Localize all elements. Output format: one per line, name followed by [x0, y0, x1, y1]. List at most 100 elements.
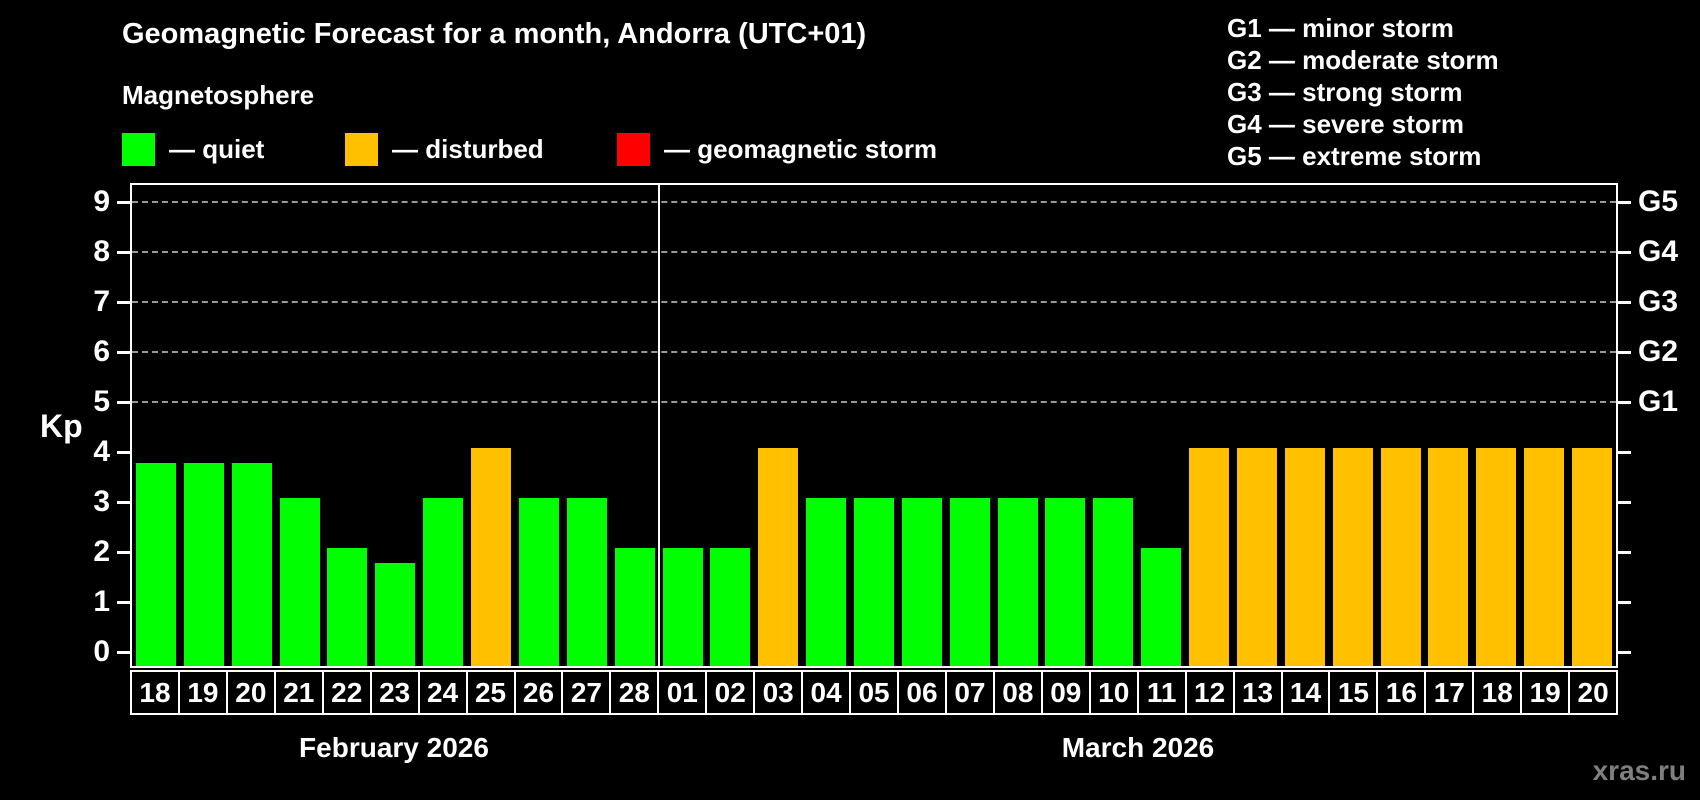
y-axis-label-3: 3	[93, 485, 110, 518]
kp-bar-day-22	[327, 548, 367, 666]
g4-legend-line: G4 — severe storm	[1227, 109, 1465, 139]
kp-bar-day-10	[1093, 498, 1133, 666]
day-cell-21: 21	[276, 672, 324, 713]
y-axis-label-7: 7	[93, 285, 110, 318]
month-separator-line	[658, 185, 660, 666]
day-cell-06: 06	[899, 672, 947, 713]
y-axis-label-2: 2	[93, 535, 110, 568]
kp-bar-day-27	[567, 498, 607, 666]
y-axis-label-8: 8	[93, 235, 110, 268]
right-tick-kp-2	[1618, 551, 1631, 554]
day-cell-23: 23	[372, 672, 420, 713]
kp-bar-day-02	[710, 548, 750, 666]
left-tick-kp-2	[117, 551, 130, 554]
left-tick-kp-3	[117, 501, 130, 504]
day-cell-14: 14	[1283, 672, 1331, 713]
quiet-color-swatch	[122, 132, 155, 166]
y-axis-title: Kp	[40, 408, 83, 444]
kp-bar-day-06	[902, 498, 942, 666]
disturbed-color-swatch	[345, 132, 378, 166]
kp-bar-day-28	[615, 548, 655, 666]
day-cell-27: 27	[563, 672, 612, 713]
storm-color-swatch	[617, 132, 650, 166]
month-label-row: February 2026 March 2026	[130, 732, 1618, 764]
legend-label-quiet: — quiet	[169, 133, 265, 164]
right-tick-kp-6	[1618, 351, 1631, 354]
day-cell-28: 28	[611, 672, 660, 713]
g2-legend-line: G2 — moderate storm	[1227, 45, 1499, 75]
y-axis-label-1: 1	[93, 585, 110, 618]
kp-bar-day-18	[136, 463, 176, 666]
day-cell-10: 10	[1091, 672, 1139, 713]
day-cell-25: 25	[468, 672, 516, 713]
kp-bar-day-20	[232, 463, 272, 666]
day-axis-row: 18 19 20 21 22 23 24 25 26 27 28 01 02 03 04 05 06 07 08 09…	[130, 670, 1618, 715]
day-cell-17: 17	[1426, 672, 1475, 713]
kp-bar-day-09	[1045, 498, 1085, 666]
right-tick-kp-3	[1618, 501, 1631, 504]
day-cell-22: 22	[324, 672, 372, 713]
kp-bar-day-05	[854, 498, 894, 666]
kp-bar-day-03	[758, 448, 798, 666]
kp-bar-day-25	[471, 448, 511, 666]
y-axis-label-9: 9	[93, 185, 110, 218]
kp-bar-day-12	[1189, 448, 1229, 666]
y-axis-label-4: 4	[93, 435, 110, 468]
day-cell-26: 26	[516, 672, 564, 713]
right-tick-kp-7	[1618, 301, 1631, 304]
right-tick-kp-5	[1618, 401, 1631, 404]
kp-bar-day-21	[280, 498, 320, 666]
gridline-kp-6	[132, 351, 1616, 353]
day-cell-16: 16	[1378, 672, 1427, 713]
day-cell-24: 24	[420, 672, 468, 713]
watermark: xras.ru	[1592, 755, 1686, 786]
kp-bar-day-08	[998, 498, 1038, 666]
right-axis-label-g1: G1	[1638, 385, 1679, 418]
right-tick-kp-4	[1618, 451, 1631, 454]
kp-bar-day-15	[1333, 448, 1373, 666]
left-tick-kp-0	[117, 651, 130, 654]
kp-bar-day-24	[423, 498, 463, 666]
right-tick-kp-1	[1618, 601, 1631, 604]
day-cell-15: 15	[1330, 672, 1379, 713]
y-axis-label-6: 6	[93, 335, 110, 368]
day-cell-01: 01	[659, 672, 708, 713]
left-tick-kp-4	[117, 451, 130, 454]
right-tick-kp-8	[1618, 251, 1631, 254]
right-axis-label-g3: G3	[1638, 285, 1679, 318]
g3-legend-line: G3 — strong storm	[1227, 77, 1463, 107]
day-cell-19: 19	[1522, 672, 1571, 713]
day-cell-12: 12	[1187, 672, 1235, 713]
chart-title: Geomagnetic Forecast for a month, Andorr…	[122, 18, 867, 50]
y-axis-label-5: 5	[93, 385, 110, 418]
kp-bar-day-04	[806, 498, 846, 666]
day-cell-20: 20	[228, 672, 276, 713]
y-axis-label-0: 0	[93, 635, 110, 668]
plot-inner	[132, 185, 1616, 666]
legend-label-disturbed: — disturbed	[392, 133, 544, 164]
legend-item-storm: — geomagnetic storm	[617, 132, 937, 166]
day-cell-11: 11	[1139, 672, 1187, 713]
kp-bar-day-01	[663, 548, 703, 666]
right-axis-label-g5: G5	[1638, 185, 1679, 218]
day-cell-09: 09	[1043, 672, 1091, 713]
right-tick-kp-0	[1618, 651, 1631, 654]
kp-bar-day-23	[375, 563, 415, 666]
left-tick-kp-1	[117, 601, 130, 604]
kp-bar-day-17	[1428, 448, 1468, 666]
kp-bar-day-20	[1572, 448, 1612, 666]
kp-bar-day-13	[1237, 448, 1277, 666]
day-cell-02: 02	[707, 672, 756, 713]
day-cell-18: 18	[132, 672, 180, 713]
right-axis-label-g2: G2	[1638, 335, 1679, 368]
right-tick-kp-9	[1618, 201, 1631, 204]
day-cell-04: 04	[803, 672, 852, 713]
day-cell-07: 07	[947, 672, 995, 713]
left-tick-kp-6	[117, 351, 130, 354]
kp-bar-day-07	[950, 498, 990, 666]
legend-item-quiet: — quiet	[122, 132, 264, 166]
left-tick-kp-7	[117, 301, 130, 304]
plot-area	[130, 183, 1618, 668]
day-cell-03: 03	[755, 672, 804, 713]
